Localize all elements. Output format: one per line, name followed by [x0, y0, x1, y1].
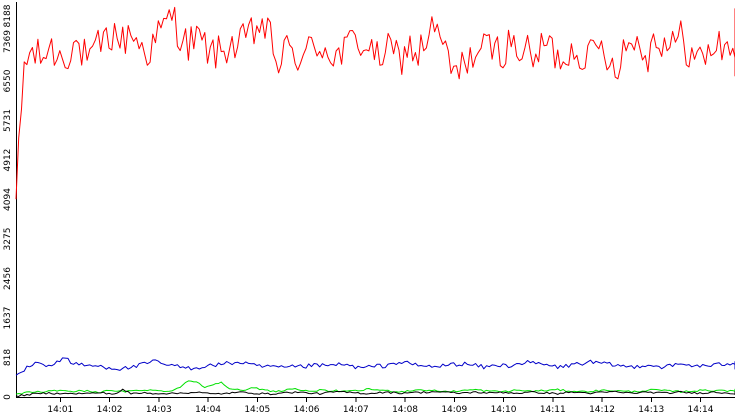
x-tick-label: 14:14 [688, 405, 714, 415]
series-line-4 [15, 388, 735, 397]
y-axis: 0 818 1637 2456 3275 4094 4912 5731 6550 7369 8188 [3, 2, 17, 400]
x-tick-label: 14:05 [244, 405, 270, 415]
y-tick-label: 8188 [3, 4, 13, 27]
y-tick-label: 4912 [3, 149, 13, 172]
x-tick-label: 14:02 [97, 405, 123, 415]
y-tick-label: 1637 [3, 307, 13, 330]
x-tick-label: 14:04 [195, 405, 221, 415]
x-tick-label: 14:11 [540, 405, 566, 415]
x-tick-label: 14:12 [589, 405, 615, 415]
x-axis: 14:01 14:02 14:03 14:04 14:05 14:06 14:07 14:08… [16, 397, 735, 415]
x-tick-label: 14:09 [441, 405, 467, 415]
y-tick-label: 0 [3, 394, 13, 400]
series-line-1 [15, 6, 735, 200]
series-layer [15, 6, 735, 397]
x-tick-label: 14:10 [491, 405, 517, 415]
series-line-3 [15, 380, 735, 395]
y-tick-label: 4094 [3, 188, 13, 211]
x-tick-label: 14:01 [47, 405, 73, 415]
y-tick-label: 818 [3, 349, 13, 366]
series-line-2 [15, 357, 735, 376]
y-tick-label: 5731 [3, 109, 13, 132]
y-tick-label: 2456 [3, 267, 13, 290]
x-tick-label: 14:03 [146, 405, 172, 415]
x-tick-label: 14:06 [294, 405, 320, 415]
y-tick-label: 6550 [3, 69, 13, 92]
y-tick-label: 7369 [3, 30, 13, 53]
x-tick-label: 14:07 [343, 405, 369, 415]
y-tick-label: 3275 [3, 228, 13, 251]
x-tick-label: 14:08 [392, 405, 418, 415]
x-tick-label: 14:13 [638, 405, 664, 415]
